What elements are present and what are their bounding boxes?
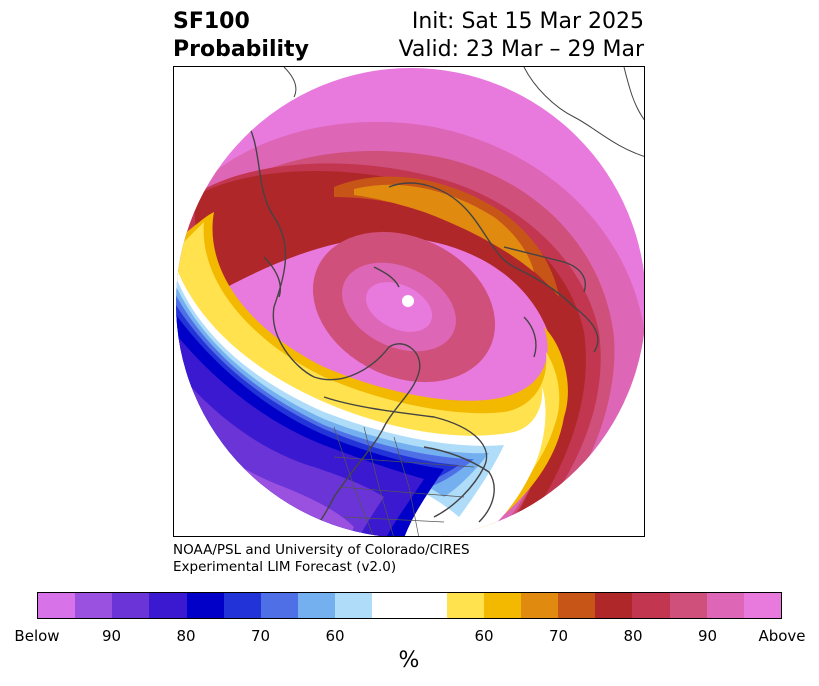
- credit-line-1: NOAA/PSL and University of Colorado/CIRE…: [173, 542, 470, 558]
- colorbar-segment: [186, 593, 224, 618]
- map-panel: [173, 66, 645, 537]
- colorbar-unit: %: [398, 648, 420, 673]
- title-variable: SF100: [173, 9, 250, 34]
- colorbar-segment: [75, 593, 113, 618]
- colorbar-segment: [595, 593, 633, 618]
- coastlines: [243, 116, 599, 536]
- colorbar-tick-label: Below: [14, 627, 60, 645]
- colorbar-segment: [335, 593, 373, 618]
- init-date: Init: Sat 15 Mar 2025: [411, 9, 644, 34]
- colorbar-segment: [743, 593, 782, 618]
- colorbar-segment: [149, 593, 187, 618]
- colorbar: [37, 592, 782, 619]
- colorbar-tick-label: 60: [325, 627, 345, 645]
- colorbar-tick-label: 80: [176, 627, 196, 645]
- colorbar-segment: [669, 593, 707, 618]
- colorbar-segment: [38, 593, 76, 618]
- title-right: Init: Sat 15 Mar 2025 Valid: 23 Mar – 29…: [399, 8, 644, 64]
- colorbar-tick-label: 60: [474, 627, 494, 645]
- colorbar-tick-label: 70: [250, 627, 271, 645]
- credit-line-2: Experimental LIM Forecast (v2.0): [173, 559, 397, 575]
- state-borders: [333, 426, 475, 536]
- colorbar-segment: [706, 593, 744, 618]
- colorbar-segment: [558, 593, 596, 618]
- colorbar-segment: [112, 593, 150, 618]
- colorbar-segment: [372, 593, 447, 618]
- valid-range: Valid: 23 Mar – 29 Mar: [398, 37, 644, 62]
- colorbar-tick-label: 90: [101, 627, 122, 645]
- probability-map: [176, 67, 644, 536]
- title-product: Probability: [173, 37, 309, 62]
- colorbar-tick-label: 70: [548, 627, 569, 645]
- colorbar-segment: [260, 593, 299, 618]
- colorbar-segment: [446, 593, 484, 618]
- colorbar-tick-label: 90: [697, 627, 718, 645]
- colorbar-segment: [223, 593, 261, 618]
- colorbar-segment: [483, 593, 522, 618]
- colorbar-segment: [298, 593, 336, 618]
- title-left: SF100 Probability: [173, 8, 309, 64]
- probability-field: [176, 68, 644, 536]
- colorbar-segment: [521, 593, 559, 618]
- colorbar-tick-label: Above: [758, 627, 806, 645]
- credit-text: NOAA/PSL and University of Colorado/CIRE…: [173, 542, 470, 576]
- outer-coastlines: [283, 67, 644, 157]
- colorbar-segment: [632, 593, 670, 618]
- colorbar-tick-label: 80: [623, 627, 643, 645]
